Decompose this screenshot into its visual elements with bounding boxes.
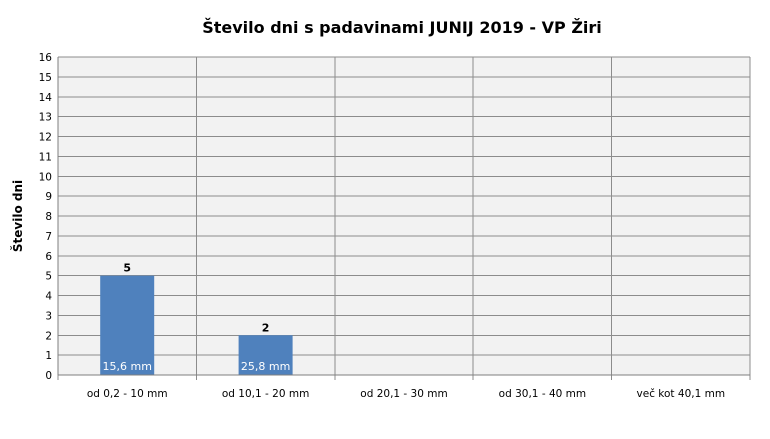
y-tick-label: 3 [45,310,52,322]
y-tick-label: 15 [39,72,52,84]
y-axis-label: Število dni [10,180,25,252]
y-tick-label: 4 [45,291,52,303]
y-tick-label: 8 [45,211,52,223]
y-tick-label: 13 [39,112,52,124]
y-tick-label: 16 [39,52,53,64]
y-tick-label: 10 [39,171,52,183]
y-tick-label: 12 [39,132,52,144]
y-tick-label: 7 [45,231,52,243]
x-category-label: od 20,1 - 30 mm [360,388,447,400]
bar-2 [238,335,293,375]
x-category-label: več kot 40,1 mm [637,388,726,400]
y-tick-label: 2 [45,330,52,342]
bar-1 [100,275,155,375]
y-tick-label: 1 [45,350,52,362]
y-tick-label: 11 [39,151,52,163]
y-tick-label: 0 [45,370,52,382]
y-tick-label: 9 [45,191,52,203]
data-label: 5 [123,262,131,275]
chart-title: Število dni s padavinami JUNIJ 2019 - VP… [202,18,602,37]
x-category-label: od 0,2 - 10 mm [87,388,168,400]
x-category-label: od 10,1 - 20 mm [222,388,309,400]
bar-inner-label: 15,6 mm [102,360,151,373]
y-tick-label: 14 [39,92,53,104]
x-category-label: od 30,1 - 40 mm [499,388,586,400]
y-tick-label: 5 [45,271,52,283]
bar-inner-label: 25,8 mm [241,360,290,373]
data-label: 2 [262,321,270,334]
y-tick-label: 6 [45,251,52,263]
